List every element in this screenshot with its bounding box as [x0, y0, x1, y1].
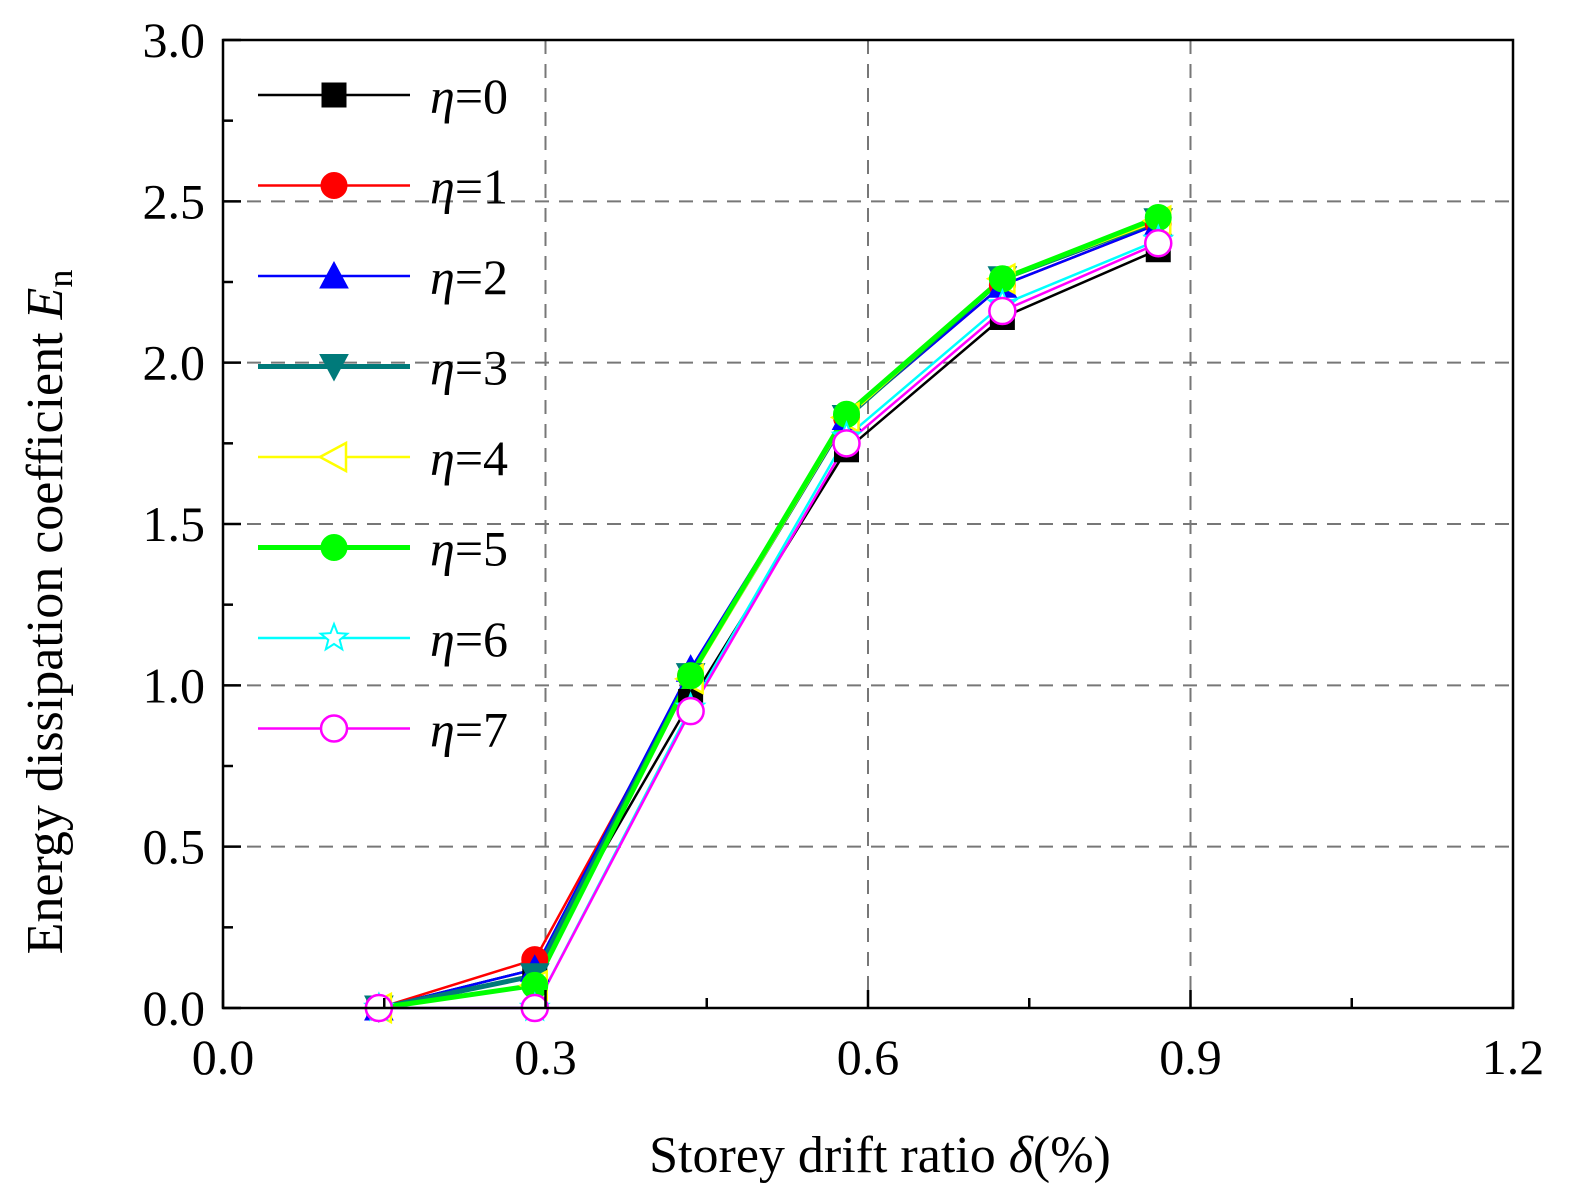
y-tick-label: 2.0: [143, 335, 206, 391]
data-point-eta-7: [988, 296, 1017, 326]
data-point-eta-5: [988, 265, 1016, 293]
y-tick-label: 0.0: [143, 980, 206, 1036]
series-markers: [362, 203, 1175, 1025]
axis-ticks: [221, 38, 1515, 1010]
x-axis-symbol: δ: [1009, 1127, 1034, 1184]
y-axis-title: Energy dissipation coefficient En: [17, 270, 80, 955]
legend-marker-eta-5: [320, 534, 348, 561]
y-axis-symbol: E: [17, 288, 74, 321]
legend-marker-eta-1: [320, 172, 348, 199]
x-tick-label: 0.9: [1159, 1029, 1222, 1085]
legend-marker-eta-7: [319, 714, 349, 743]
x-tick-label: 0.3: [514, 1029, 577, 1085]
legend-marker-eta-2: [319, 260, 349, 289]
tick-labels: 0.0 0.3 0.6 0.9 1.2 0.0 0.5 1.0 1.5 2.0 2.5 3.0: [143, 12, 1545, 1085]
x-tick-label: 0.0: [192, 1029, 255, 1085]
legend-marker-eta-0: [321, 82, 347, 108]
legend: η=0 η=1 η=2 η=3 η=4 η=5 η=6 η=7: [258, 68, 508, 758]
series-line-eta-5: [378, 215, 1160, 1011]
y-tick-label: 1.5: [143, 496, 206, 552]
y-tick-label: 0.5: [143, 819, 206, 875]
data-point-eta-7: [832, 429, 861, 458]
legend-marker-eta-4: [317, 440, 348, 474]
y-tick-label: 3.0: [143, 12, 206, 68]
data-point-eta-7: [1144, 229, 1173, 258]
legend-label-eta-6: η=6: [430, 611, 508, 667]
legend-label-eta-7: η=7: [430, 702, 508, 758]
data-point-eta-5: [677, 662, 705, 690]
legend-label-eta-0: η=0: [430, 68, 508, 124]
x-axis-label: Storey drift ratio: [649, 1127, 996, 1184]
legend-label-eta-2: η=2: [430, 249, 508, 305]
series-lines: [378, 215, 1160, 1011]
legend-marker-eta-6: [318, 621, 350, 652]
y-axis-subscript: n: [40, 270, 80, 288]
x-tick-label: 0.6: [837, 1029, 900, 1085]
legend-label-eta-4: η=4: [430, 430, 508, 486]
y-tick-label: 1.0: [143, 657, 206, 713]
legend-marker-eta-3: [319, 354, 349, 382]
x-axis-title: Storey drift ratio δ(%): [649, 1127, 1111, 1184]
y-axis-label: Energy dissipation coefficient: [17, 332, 74, 954]
legend-label-eta-3: η=3: [430, 340, 508, 396]
legend-label-eta-1: η=1: [430, 159, 508, 215]
x-tick-label: 1.2: [1482, 1029, 1545, 1085]
legend-label-eta-5: η=5: [430, 521, 508, 577]
x-axis-unit: (%): [1033, 1127, 1111, 1184]
y-tick-label: 2.5: [143, 173, 206, 229]
grid-lines: [223, 40, 1513, 1008]
data-point-eta-7: [676, 696, 705, 726]
